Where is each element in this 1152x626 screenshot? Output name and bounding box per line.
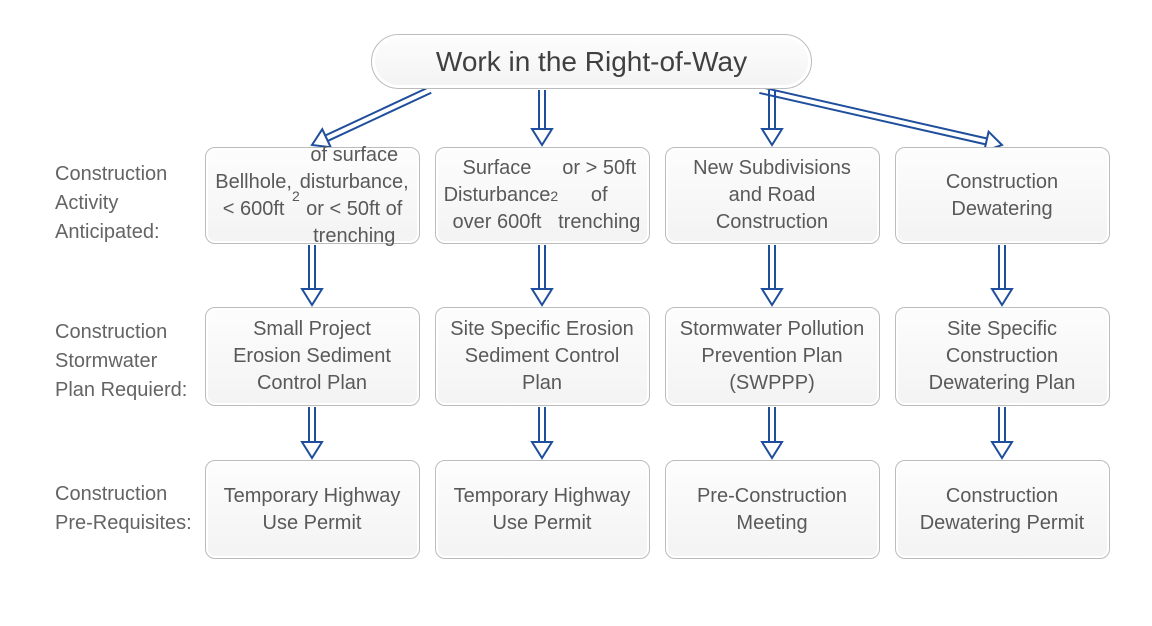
- activity-box-0: Bellhole, < 600ft2 of surface disturbanc…: [205, 147, 420, 244]
- prereq-box-0: Temporary Highway Use Permit: [205, 460, 420, 559]
- plan-box-2: Stormwater Pollution Prevention Plan (SW…: [665, 307, 880, 406]
- lbl-activity: Construction Activity Anticipated:: [55, 160, 167, 247]
- plan-box-1: Site Specific Erosion Sediment Control P…: [435, 307, 650, 406]
- lbl-prereq: Construction Pre-Requisites:: [55, 480, 192, 538]
- prereq-box-3: Construction Dewatering Permit: [895, 460, 1110, 559]
- prereq-box-2: Pre-Construction Meeting: [665, 460, 880, 559]
- plan-box-0: Small Project Erosion Sediment Control P…: [205, 307, 420, 406]
- activity-box-3: Construction Dewatering: [895, 147, 1110, 244]
- plan-box-3: Site Specific Construction Dewatering Pl…: [895, 307, 1110, 406]
- activity-box-1: Surface Disturbance over 600ft2 or > 50f…: [435, 147, 650, 244]
- lbl-plan: Construction Stormwater Plan Requierd:: [55, 318, 187, 405]
- activity-box-2: New Subdivisions and Road Construction: [665, 147, 880, 244]
- prereq-box-1: Temporary Highway Use Permit: [435, 460, 650, 559]
- title-node: Work in the Right-of-Way: [371, 34, 812, 89]
